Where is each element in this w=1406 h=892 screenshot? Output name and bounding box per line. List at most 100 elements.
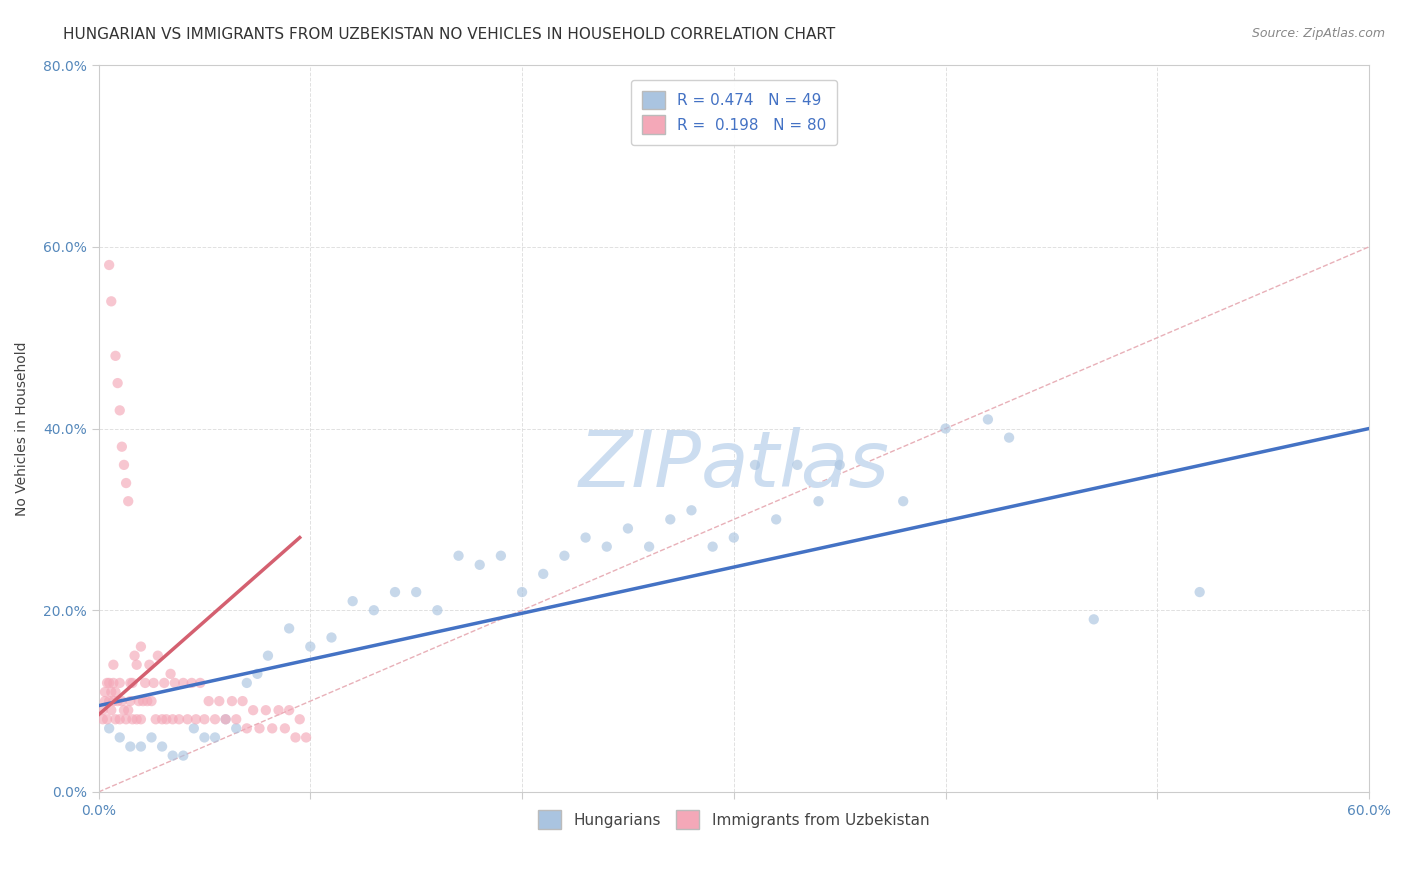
Point: [104, 685, 127, 699]
Point: [659, 512, 682, 526]
Point: [321, 631, 343, 645]
Point: [125, 712, 148, 726]
Point: [193, 712, 215, 726]
Point: [214, 712, 236, 726]
Point: [828, 458, 851, 472]
Point: [145, 712, 167, 726]
Point: [681, 503, 703, 517]
Point: [236, 722, 259, 736]
Point: [214, 712, 236, 726]
Point: [121, 712, 143, 726]
Point: [935, 421, 957, 435]
Point: [295, 731, 318, 745]
Point: [138, 657, 160, 672]
Point: [510, 585, 533, 599]
Point: [129, 712, 152, 726]
Point: [468, 558, 491, 572]
Point: [553, 549, 575, 563]
Point: [278, 703, 301, 717]
Point: [342, 594, 364, 608]
Text: HUNGARIAN VS IMMIGRANTS FROM UZBEKISTAN NO VEHICLES IN HOUSEHOLD CORRELATION CHA: HUNGARIAN VS IMMIGRANTS FROM UZBEKISTAN …: [63, 27, 835, 42]
Point: [132, 694, 155, 708]
Point: [221, 694, 243, 708]
Point: [100, 294, 122, 309]
Point: [103, 657, 125, 672]
Point: [107, 694, 129, 708]
Point: [108, 676, 131, 690]
Point: [124, 648, 146, 663]
Point: [103, 694, 125, 708]
Point: [574, 531, 596, 545]
Point: [278, 622, 301, 636]
Point: [447, 549, 470, 563]
Point: [176, 712, 198, 726]
Y-axis label: No Vehicles in Household: No Vehicles in Household: [15, 342, 30, 516]
Point: [96, 712, 118, 726]
Point: [141, 731, 163, 745]
Point: [96, 676, 118, 690]
Point: [254, 703, 277, 717]
Point: [125, 657, 148, 672]
Point: [167, 712, 190, 726]
Point: [232, 694, 254, 708]
Point: [98, 722, 121, 736]
Point: [786, 458, 808, 472]
Point: [405, 585, 427, 599]
Point: [284, 731, 307, 745]
Point: [98, 258, 121, 272]
Point: [638, 540, 661, 554]
Point: [204, 712, 226, 726]
Point: [1188, 585, 1211, 599]
Point: [117, 494, 139, 508]
Point: [159, 666, 181, 681]
Point: [236, 676, 259, 690]
Point: [94, 694, 117, 708]
Point: [299, 640, 322, 654]
Point: [134, 676, 156, 690]
Point: [112, 458, 135, 472]
Point: [108, 712, 131, 726]
Point: [108, 731, 131, 745]
Point: [155, 712, 177, 726]
Point: [246, 666, 269, 681]
Point: [197, 694, 219, 708]
Point: [262, 722, 284, 736]
Point: [91, 712, 114, 726]
Point: [267, 703, 290, 717]
Point: [531, 566, 554, 581]
Point: [998, 431, 1021, 445]
Point: [107, 376, 129, 390]
Point: [136, 694, 159, 708]
Point: [807, 494, 830, 508]
Point: [363, 603, 385, 617]
Point: [129, 739, 152, 754]
Point: [702, 540, 724, 554]
Point: [91, 703, 114, 717]
Point: [225, 722, 247, 736]
Point: [184, 712, 207, 726]
Point: [617, 521, 640, 535]
Point: [596, 540, 619, 554]
Point: [98, 694, 121, 708]
Point: [98, 676, 121, 690]
Point: [163, 676, 186, 690]
Point: [111, 694, 134, 708]
Point: [162, 712, 184, 726]
Point: [146, 648, 169, 663]
Point: [172, 676, 194, 690]
Text: Source: ZipAtlas.com: Source: ZipAtlas.com: [1251, 27, 1385, 40]
Legend: Hungarians, Immigrants from Uzbekistan: Hungarians, Immigrants from Uzbekistan: [533, 805, 935, 835]
Point: [183, 722, 205, 736]
Point: [104, 712, 127, 726]
Point: [489, 549, 512, 563]
Point: [225, 712, 247, 726]
Point: [108, 403, 131, 417]
Point: [112, 703, 135, 717]
Point: [94, 685, 117, 699]
Point: [193, 731, 215, 745]
Point: [204, 731, 226, 745]
Point: [111, 440, 134, 454]
Point: [104, 349, 127, 363]
Point: [977, 412, 1000, 426]
Point: [115, 712, 138, 726]
